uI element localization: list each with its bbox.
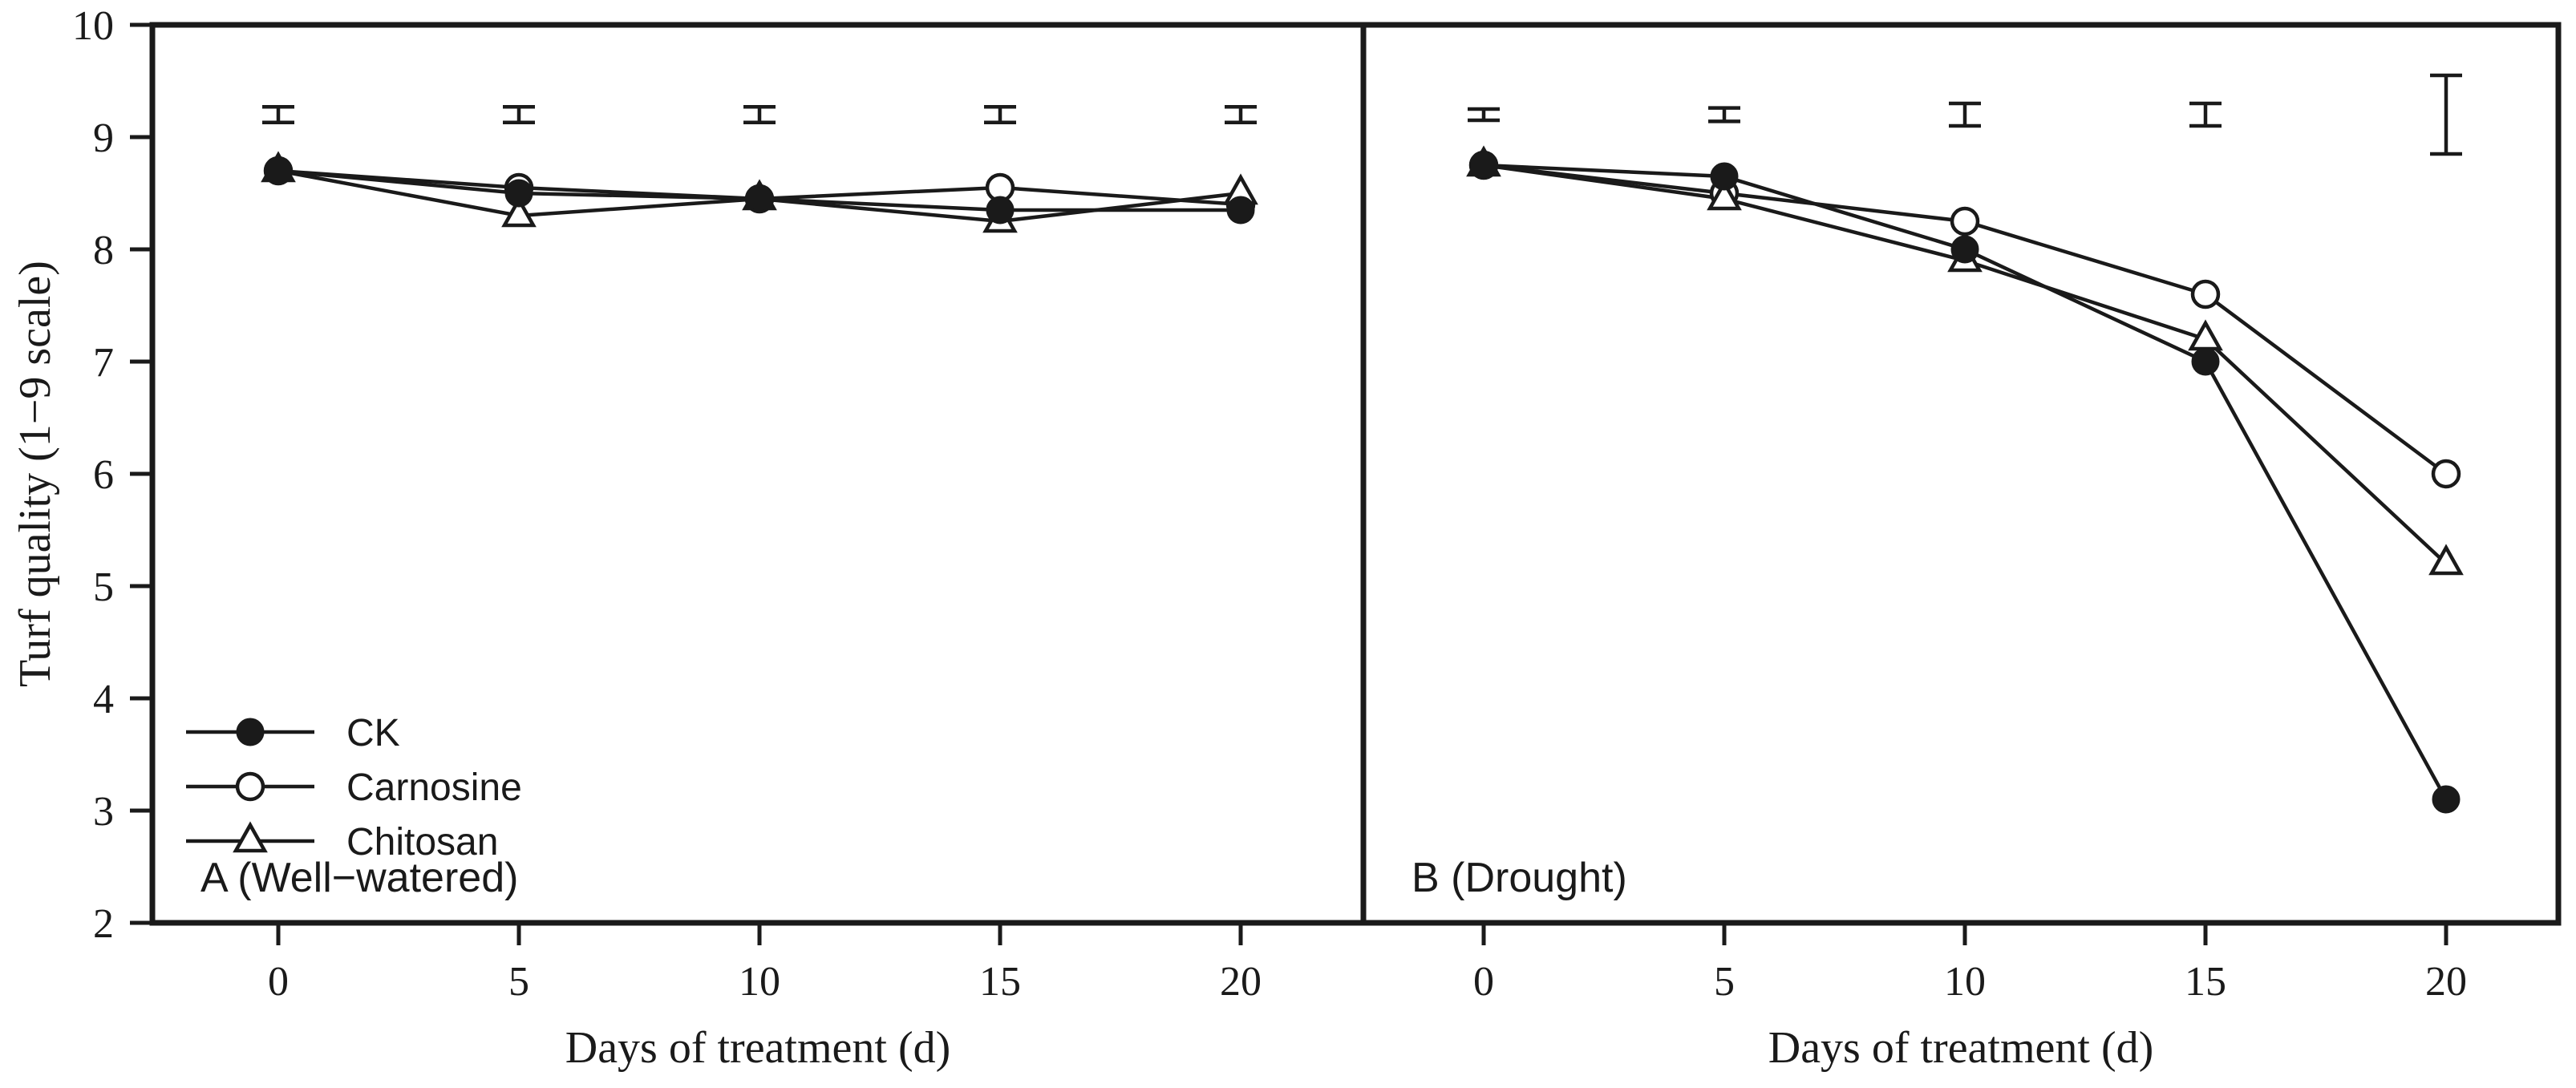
legend-filled-circle [236, 718, 265, 746]
legend-item [186, 821, 314, 853]
panel-b [1466, 73, 2464, 945]
y-axis-tick-label: 9 [93, 115, 114, 161]
x-axis-title: Days of treatment (d) [565, 1023, 950, 1073]
x-axis-tick-label: 20 [2425, 959, 2467, 1005]
data-point-chitosan [2428, 544, 2464, 576]
legend-label: Chitosan [346, 821, 498, 864]
error-bar [262, 104, 294, 125]
x-axis-tick-label: 0 [1473, 959, 1494, 1005]
data-point-chitosan [1707, 179, 1742, 211]
data-point-ck [264, 156, 293, 185]
x-axis-tick-label: 10 [739, 959, 780, 1005]
x-axis-tick-label: 10 [1944, 959, 1986, 1005]
panel-title: A (Well−watered) [200, 855, 518, 901]
series-markers-ck [264, 156, 1255, 224]
error-bar [1468, 107, 1500, 123]
error-bar [1949, 101, 1981, 128]
legend [186, 718, 314, 853]
panel-title: B (Drought) [1412, 855, 1627, 901]
data-point-ck [2432, 785, 2461, 814]
legend-item [186, 718, 314, 746]
data-point-ck [745, 184, 774, 213]
plot-frame [149, 22, 2562, 926]
error-bar [2189, 101, 2222, 128]
series-markers-ck [1469, 151, 2461, 814]
y-axis-tick-label: 7 [93, 340, 114, 386]
data-point-carnosine [2190, 279, 2221, 309]
data-point-ck [1469, 151, 1498, 180]
error-bar [1225, 104, 1257, 125]
data-point-carnosine [1950, 206, 1980, 237]
data-point-chitosan [501, 196, 537, 228]
x-axis-tick-label: 0 [268, 959, 289, 1005]
legend-open-circle [235, 771, 265, 802]
data-point-ck [504, 179, 533, 208]
data-point-ck [2191, 347, 2220, 376]
x-axis-title: Days of treatment (d) [1768, 1023, 2153, 1073]
y-axis-tick-label: 8 [93, 228, 114, 273]
y-axis-tick-label: 5 [93, 564, 114, 610]
legend-open-triangle [233, 821, 268, 853]
data-point-carnosine [2431, 459, 2461, 489]
legend-item [186, 771, 314, 802]
y-axis-title: Turf quality (1−9 scale) [10, 261, 60, 687]
y-axis-tick-label: 2 [93, 901, 114, 947]
data-point-ck [1226, 196, 1255, 224]
x-axis-tick-label: 15 [979, 959, 1021, 1005]
legend-label: CK [346, 712, 400, 754]
panel-a [186, 104, 1258, 945]
data-point-ck [986, 196, 1015, 224]
error-bar [503, 104, 535, 125]
error-bar [2430, 73, 2462, 156]
error-bar [1708, 106, 1740, 123]
x-axis-tick-label: 20 [1220, 959, 1262, 1005]
y-axis-tick-label: 10 [72, 3, 114, 49]
data-point-ck [1710, 162, 1739, 191]
y-axis-tick-label: 6 [93, 452, 114, 498]
x-axis-tick-label: 5 [508, 959, 529, 1005]
legend-label: Carnosine [346, 766, 522, 809]
x-axis-tick-label: 5 [1714, 959, 1735, 1005]
data-point-ck [1950, 235, 1979, 264]
error-bar [743, 104, 776, 125]
x-axis-tick-label: 15 [2185, 959, 2226, 1005]
error-bar [984, 104, 1016, 125]
y-axis-tick-label: 3 [93, 789, 114, 835]
y-axis-tick-label: 4 [93, 677, 114, 722]
